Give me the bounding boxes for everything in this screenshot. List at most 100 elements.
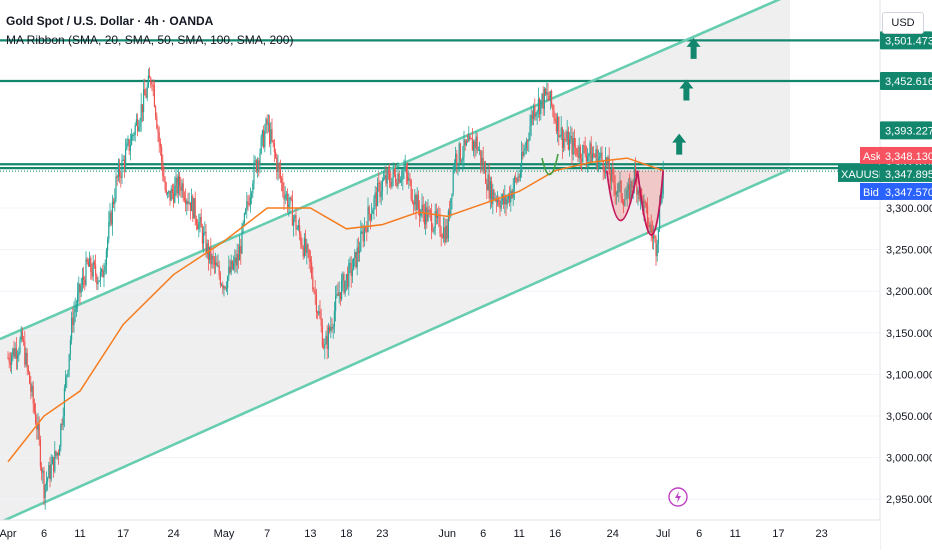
up-arrow-icon [686, 37, 701, 59]
candle-body [662, 168, 664, 194]
candle-body [518, 176, 520, 178]
candle-body [254, 160, 256, 162]
candle-body [531, 114, 533, 119]
candle-body [434, 211, 436, 229]
candle-body [260, 136, 262, 154]
y-tick-label: 3,300.000 [886, 203, 932, 215]
candle-body [59, 446, 61, 456]
level-price-label: 3,393.227 [885, 125, 932, 137]
candle-body [61, 424, 63, 426]
candle-body [393, 169, 395, 175]
candle-body [243, 213, 245, 224]
candle-body [45, 481, 47, 485]
candle-body [200, 216, 202, 228]
candle-body [111, 201, 113, 225]
candle-body [213, 259, 215, 265]
candle-body [74, 308, 76, 313]
candle-body [464, 139, 466, 146]
candle-body [140, 104, 142, 122]
candle-body [561, 127, 563, 148]
candle-body [167, 192, 169, 194]
candle-body [209, 247, 211, 260]
candle-body [608, 157, 610, 175]
candle-body [110, 212, 112, 225]
candle-body [416, 194, 418, 211]
candle-body [33, 403, 35, 412]
candle-body [579, 146, 581, 160]
candle-body [397, 173, 399, 186]
candle-body [354, 251, 356, 259]
candle-body [386, 170, 388, 184]
price-axis [880, 0, 932, 550]
candle-body [173, 192, 175, 203]
candle-body [181, 183, 183, 191]
candle-body [635, 167, 637, 176]
candle-body [103, 271, 105, 278]
candle-body [517, 176, 519, 182]
candle-body [199, 216, 201, 223]
candle-body [387, 170, 389, 174]
candle-body [128, 139, 130, 151]
candle-body [255, 160, 257, 172]
candle-body [259, 153, 261, 166]
candle-body [548, 95, 550, 101]
candle-body [423, 212, 425, 225]
candle-body [631, 181, 633, 188]
currency-button[interactable]: USD [882, 12, 924, 34]
candle-body [446, 225, 448, 239]
candle-body [197, 224, 199, 230]
candle-body [26, 352, 28, 367]
x-tick-label: 6 [696, 528, 702, 540]
candle-body [649, 224, 651, 228]
candle-body [180, 186, 182, 191]
candle-body [36, 423, 38, 430]
candle-body [115, 176, 117, 199]
candle-body [314, 290, 316, 294]
candle-body [439, 215, 441, 234]
ask-tag-label-box [860, 146, 882, 164]
candle-body [399, 179, 401, 183]
candle-body [191, 196, 193, 211]
candle-body [139, 121, 141, 128]
candle-body [513, 177, 515, 189]
candle-body [289, 197, 291, 205]
candle-body [471, 138, 473, 151]
candle-body [465, 141, 467, 146]
candle-body [426, 207, 428, 222]
candle-body [429, 210, 431, 213]
candle-body [126, 143, 128, 150]
candle-body [525, 140, 527, 149]
candle-body [291, 199, 293, 226]
candle-body [309, 258, 311, 263]
candle-body [168, 190, 170, 193]
candle-body [336, 293, 338, 296]
level-price-tag [880, 121, 932, 140]
candle-body [578, 146, 580, 158]
candle-body [403, 168, 405, 171]
candle-body [428, 209, 430, 211]
candle-body [573, 138, 575, 147]
candle-body [425, 207, 427, 225]
candle-body [366, 227, 368, 232]
candle-body [50, 464, 52, 480]
candle-body [409, 178, 411, 180]
candle-body [249, 197, 251, 205]
candle-body [266, 119, 268, 125]
candle-body [108, 221, 110, 240]
candle-body [145, 95, 147, 98]
candle-body [477, 150, 479, 152]
candle-body [113, 201, 115, 205]
candle-body [323, 346, 325, 349]
candle-body [653, 235, 655, 239]
y-tick-label: 3,000.000 [886, 453, 932, 465]
candle-body [533, 105, 535, 119]
candle-body [77, 292, 79, 306]
candle-body [413, 202, 415, 205]
candle-body [13, 348, 15, 357]
candle-body [401, 179, 403, 181]
candle-body [441, 236, 443, 238]
candle-body [164, 181, 166, 191]
ask-label: Ask [863, 151, 882, 163]
